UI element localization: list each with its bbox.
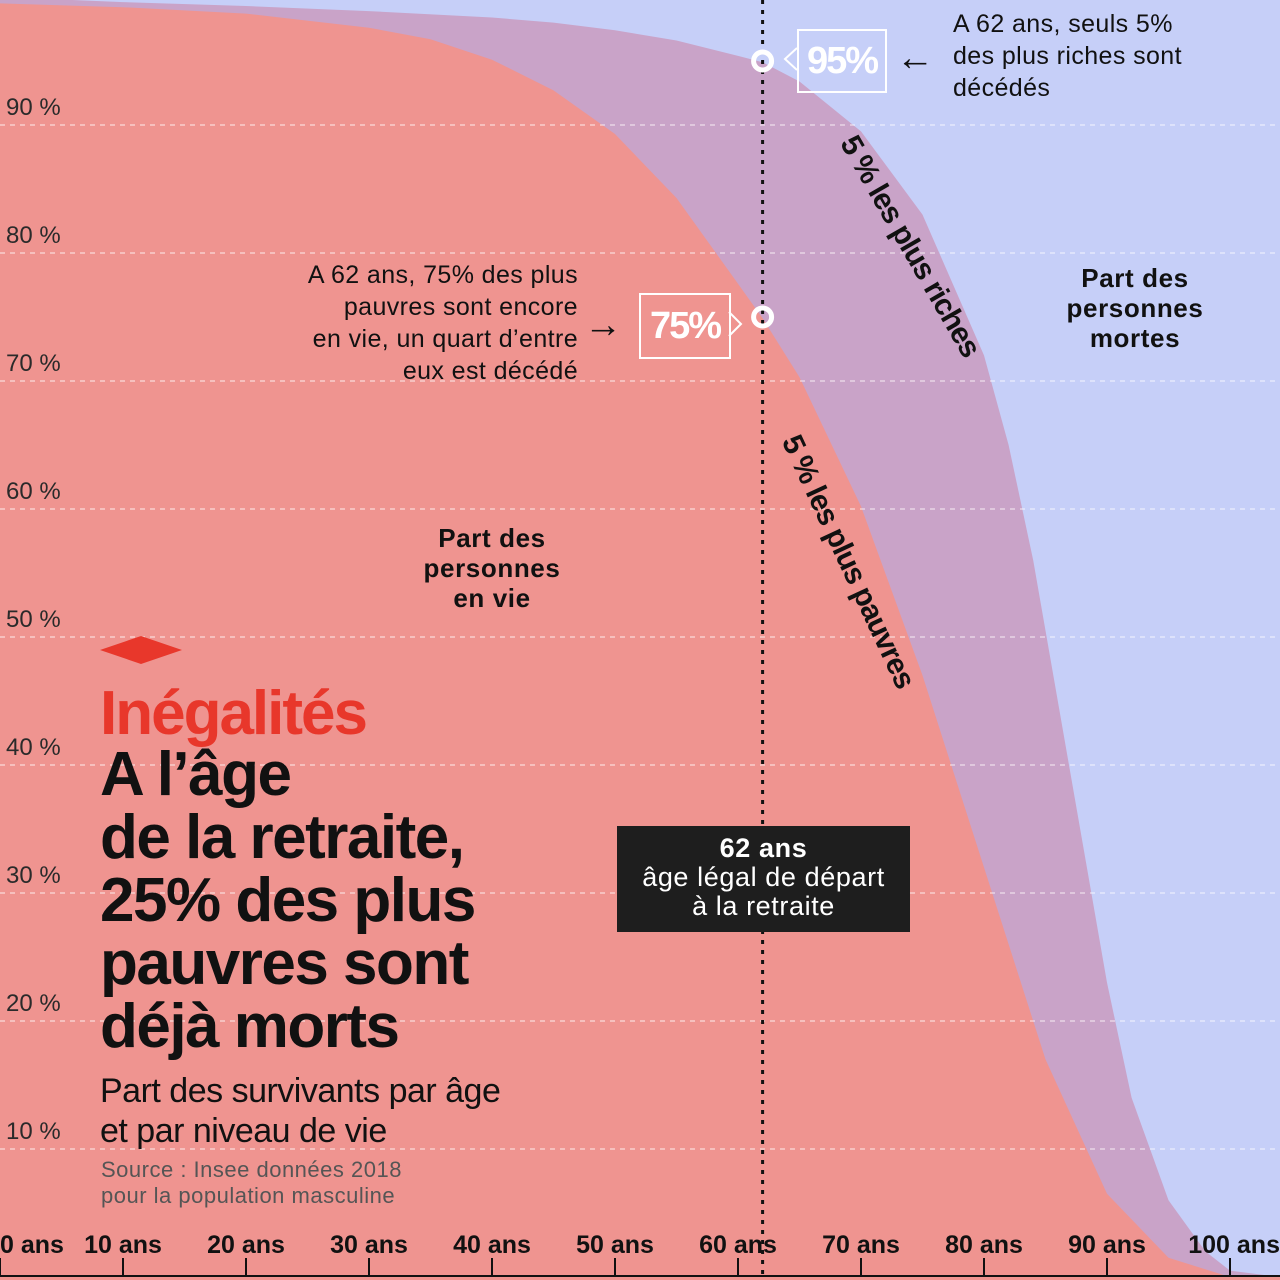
x-tick-label: 40 ans bbox=[453, 1231, 531, 1259]
x-tick-label: 50 ans bbox=[576, 1231, 654, 1259]
x-tick-label: 60 ans bbox=[699, 1231, 777, 1259]
y-tick-label: 60 % bbox=[6, 478, 61, 505]
y-tick-label: 40 % bbox=[6, 734, 61, 761]
x-tick-label: 90 ans bbox=[1068, 1231, 1146, 1259]
x-tick-label: 10 ans bbox=[84, 1231, 162, 1259]
y-tick-label: 80 % bbox=[6, 222, 61, 249]
marker-75 bbox=[751, 305, 775, 329]
y-tick-label: 70 % bbox=[6, 350, 61, 377]
box-75-pointer bbox=[728, 311, 743, 337]
y-tick-label: 30 % bbox=[6, 862, 61, 889]
x-tick-label: 0 ans bbox=[0, 1231, 64, 1259]
x-tick-label: 80 ans bbox=[945, 1231, 1023, 1259]
grid-lines bbox=[0, 124, 1280, 1150]
x-tick-label: 20 ans bbox=[207, 1231, 285, 1259]
y-tick-label: 10 % bbox=[6, 1118, 61, 1145]
x-tick-label: 70 ans bbox=[822, 1231, 900, 1259]
y-tick-label: 50 % bbox=[6, 606, 61, 633]
y-tick-label: 90 % bbox=[6, 94, 61, 121]
y-tick-label: 20 % bbox=[6, 990, 61, 1017]
x-tick-label: 100 ans bbox=[1188, 1231, 1280, 1259]
x-tick-label: 30 ans bbox=[330, 1231, 408, 1259]
y-axis-labels: 10 % 20 % 30 % 40 % 50 % 60 % 70 % 80 % 90 % bbox=[6, 94, 61, 1145]
box-95-pointer bbox=[783, 47, 798, 71]
x-axis: 0 ans 10 ans 20 ans 30 ans 40 ans 50 ans 60 an… bbox=[0, 1231, 1280, 1277]
markers bbox=[728, 47, 798, 337]
area-poorest bbox=[0, 3, 1280, 1280]
marker-95 bbox=[751, 49, 775, 73]
